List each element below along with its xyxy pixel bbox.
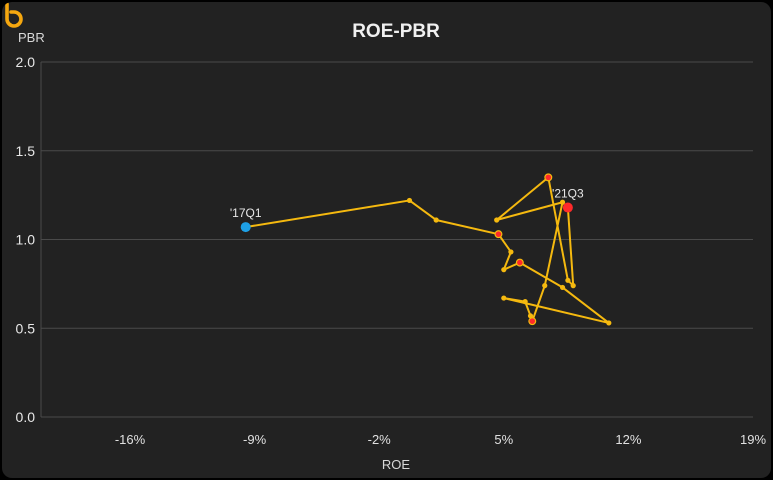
y-tick-label: 1.5 [16, 143, 36, 159]
data-point [570, 283, 576, 289]
x-tick-label: 19% [740, 432, 766, 447]
data-point [501, 295, 507, 301]
data-point [406, 197, 413, 204]
data-point [606, 320, 612, 326]
y-tick-label: 0.5 [16, 320, 36, 336]
x-tick-label: -2% [368, 432, 392, 447]
chart-title: ROE-PBR [352, 21, 440, 42]
y-axis-label: PBR [18, 30, 45, 45]
data-point [542, 283, 548, 289]
y-tick-labels: 0.0 0.5 1.0 1.5 2.0 [16, 54, 36, 425]
data-point [559, 284, 566, 291]
data-point [508, 249, 514, 255]
y-tick-label: 2.0 [16, 54, 36, 70]
data-point [559, 199, 566, 205]
data-point [527, 313, 534, 319]
data-point-highlight [494, 230, 503, 239]
x-tick-labels: -16% -9% -2% 5% 12% 19% [115, 432, 767, 447]
data-point [565, 277, 571, 283]
data-point-start [240, 222, 251, 233]
brand-logo-icon [5, 2, 23, 28]
x-tick-label: 12% [615, 432, 641, 447]
data-point [494, 217, 500, 223]
data-point-end [562, 202, 573, 213]
point-annotations: '17Q1 '21Q3 [230, 187, 584, 221]
data-point [433, 217, 439, 223]
data-point [501, 267, 507, 273]
data-point-highlight [528, 317, 537, 326]
data-point [522, 299, 528, 305]
x-tick-label: -16% [115, 432, 146, 447]
y-tick-label: 0.0 [16, 409, 36, 425]
y-tick-label: 1.0 [16, 232, 36, 248]
point-label: '17Q1 [230, 206, 262, 220]
x-axis-label: ROE [382, 457, 411, 472]
x-tick-label: 5% [494, 432, 513, 447]
data-points [240, 173, 612, 326]
data-point-highlight [515, 258, 524, 267]
x-tick-label: -9% [243, 432, 267, 447]
grid-lines [40, 61, 753, 418]
point-label: '21Q3 [552, 187, 584, 201]
data-point-highlight [544, 173, 553, 182]
